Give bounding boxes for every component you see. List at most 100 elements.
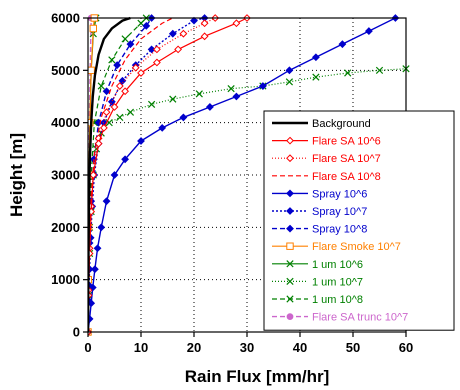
- data-point-marker: [110, 103, 119, 111]
- legend-entry: 1 um 10^8: [272, 294, 363, 306]
- data-point-marker: [121, 155, 130, 164]
- data-point-marker: [89, 24, 97, 33]
- y-tick-label: 0: [73, 325, 80, 340]
- series-flare-sa-10-8: [88, 17, 174, 333]
- x-tick-label: 0: [84, 340, 91, 355]
- data-point-marker: [286, 295, 294, 303]
- legend-box: [263, 110, 455, 331]
- legend-entry: Flare SA 10^8: [272, 171, 381, 183]
- x-tick-label: 50: [346, 340, 360, 355]
- data-point-marker: [179, 113, 188, 122]
- legend-entry: Spray 10^6: [272, 188, 367, 200]
- data-point-marker: [88, 315, 94, 323]
- data-point-marker: [137, 137, 145, 145]
- data-point-marker: [121, 35, 129, 43]
- legend-label: Flare SA trunc 10^7: [312, 312, 408, 324]
- data-point-marker: [102, 108, 111, 117]
- legend-entry: Flare SA trunc 10^7: [272, 312, 408, 324]
- legend: Background Flare SA 10^6 Flare SA 10^7 Flar…: [263, 110, 455, 331]
- series-flare-sa-10-6: [88, 14, 251, 336]
- data-point-marker: [200, 32, 209, 41]
- legend-entry: Spray 10^7: [272, 206, 367, 218]
- data-point-marker: [152, 45, 161, 54]
- data-point-marker: [286, 242, 294, 250]
- series-line: [88, 17, 147, 333]
- data-point-marker: [152, 58, 161, 67]
- data-point-marker: [110, 171, 119, 179]
- data-point-marker: [286, 154, 294, 163]
- data-point-marker: [312, 73, 320, 81]
- y-tick-label: 2000: [51, 220, 80, 235]
- data-point-marker: [286, 224, 294, 233]
- legend-label: Spray 10^7: [312, 206, 367, 218]
- legend-label: 1 um 10^8: [312, 294, 363, 306]
- y-tick-label: 4000: [51, 115, 80, 130]
- legend-label: Flare Smoke 10^7: [312, 241, 401, 253]
- data-point-marker: [88, 66, 95, 75]
- data-point-marker: [285, 66, 294, 75]
- data-point-marker: [115, 82, 124, 90]
- data-point-marker: [121, 87, 130, 96]
- y-tick-label: 5000: [51, 63, 80, 78]
- data-point-marker: [168, 29, 177, 38]
- data-point-marker: [285, 78, 294, 86]
- x-tick-label: 40: [293, 340, 307, 355]
- data-point-marker: [344, 69, 352, 77]
- series-line: [88, 17, 174, 333]
- x-tick-label: 10: [134, 340, 148, 355]
- data-point-marker: [338, 40, 347, 49]
- data-point-marker: [286, 136, 294, 145]
- x-tick-label: 20: [187, 340, 201, 355]
- y-tick-label: 6000: [51, 11, 80, 26]
- data-point-marker: [94, 139, 103, 148]
- legend-label: Flare SA 10^6: [312, 136, 381, 148]
- data-point-marker: [205, 103, 214, 111]
- legend-entry: 1 um 10^7: [272, 276, 363, 288]
- data-point-marker: [286, 207, 294, 215]
- legend-entry: Background: [272, 118, 371, 130]
- data-point-marker: [102, 87, 111, 96]
- series-line: [88, 17, 205, 333]
- axes: 0 10 20 30 40 50 60 0 1000 2000 3000 4000 5000 6000 Ra…: [7, 11, 413, 387]
- legend-entry: Flare Smoke 10^7: [272, 241, 401, 253]
- x-tick-label: 30: [240, 340, 254, 355]
- data-point-marker: [126, 108, 135, 116]
- data-point-marker: [126, 40, 135, 49]
- x-axis-label: Rain Flux [mm/hr]: [185, 367, 330, 386]
- legend-label: Spray 10^6: [312, 188, 367, 200]
- legend-entry: Flare SA 10^7: [272, 153, 381, 165]
- data-point-marker: [147, 100, 156, 108]
- data-point-marker: [113, 61, 122, 70]
- data-point-marker: [195, 90, 203, 98]
- data-point-marker: [311, 53, 320, 62]
- data-point-marker: [232, 19, 241, 28]
- data-point-marker: [97, 82, 105, 90]
- data-point-marker: [200, 19, 209, 28]
- legend-label: 1 um 10^6: [312, 259, 363, 271]
- data-point-marker: [116, 113, 124, 122]
- legend-entry: Spray 10^8: [272, 224, 367, 236]
- data-point-marker: [286, 189, 294, 198]
- legend-label: Flare SA 10^7: [312, 153, 381, 165]
- legend-label: 1 um 10^7: [312, 276, 363, 288]
- data-point-marker: [99, 123, 108, 132]
- data-point-marker: [131, 63, 140, 72]
- data-point-marker: [107, 97, 116, 106]
- data-point-marker: [174, 45, 183, 54]
- data-point-marker: [375, 66, 384, 74]
- data-point-marker: [89, 171, 98, 179]
- data-point-marker: [158, 123, 167, 132]
- data-point-marker: [108, 56, 116, 64]
- legend-label: Flare SA 10^8: [312, 171, 381, 183]
- legend-label: Spray 10^8: [312, 224, 367, 236]
- y-tick-label: 1000: [51, 272, 80, 287]
- data-point-marker: [147, 45, 156, 54]
- data-point-marker: [227, 85, 235, 93]
- x-tick-label: 60: [399, 340, 413, 355]
- data-point-marker: [232, 92, 241, 101]
- data-point-marker: [90, 265, 99, 274]
- data-point-marker: [169, 95, 177, 103]
- data-point-marker: [286, 313, 294, 320]
- data-point-marker: [179, 29, 188, 38]
